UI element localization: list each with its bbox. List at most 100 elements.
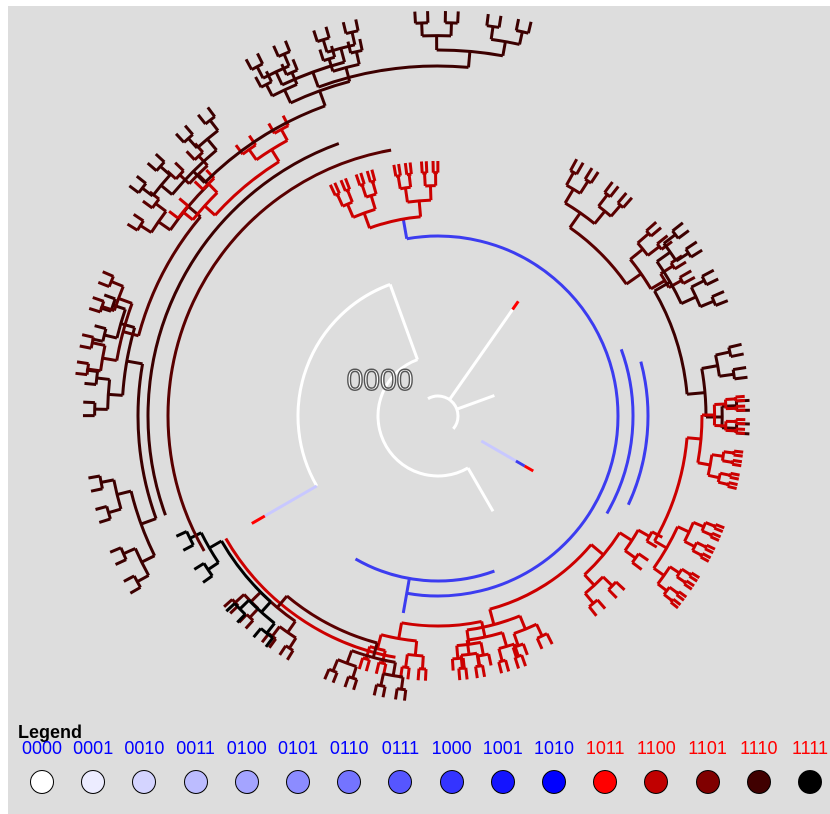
branch-arc-113 — [662, 242, 678, 262]
branch-arc-496 — [213, 160, 280, 217]
legend-label-0010: 0010 — [124, 738, 165, 758]
branch-radial-473 — [102, 270, 115, 278]
branch-arc-408 — [129, 490, 156, 557]
branch-arc-383 — [220, 540, 272, 603]
branch-radial-367 — [286, 649, 295, 661]
branch-arc-15 — [626, 361, 650, 506]
branch-radial-280 — [521, 643, 529, 656]
branch-radial-502 — [178, 197, 189, 207]
branch-radial-464 — [118, 297, 133, 305]
branch-radial-314 — [457, 668, 462, 681]
branch-radial-511 — [234, 144, 244, 156]
branch-radial-50 — [407, 174, 413, 188]
branch-radial-522 — [141, 186, 154, 198]
branch-arc-337 — [224, 537, 396, 659]
branch-radial-104 — [674, 260, 687, 271]
branch-radial-599 — [489, 26, 495, 40]
branch-radial-38 — [371, 181, 378, 195]
branch-radial-32 — [369, 195, 377, 210]
branch-radial-501 — [168, 210, 180, 220]
branch-radial-5 — [466, 467, 495, 513]
branch-radial-515 — [267, 122, 276, 135]
branch-arc-600 — [486, 24, 500, 29]
legend-label-0001: 0001 — [73, 738, 114, 758]
branch-radial-89 — [629, 247, 644, 261]
branch-arc-330 — [378, 660, 387, 666]
branch-radial-18 — [401, 578, 411, 614]
branch-radial-480 — [126, 222, 139, 232]
legend-swatch-1010 — [542, 770, 566, 794]
branch-radial-394 — [208, 539, 223, 550]
branch-radial-36 — [354, 173, 362, 186]
branch-radial-542 — [283, 89, 292, 104]
branch-arc-432 — [106, 379, 112, 410]
branch-radial-9 — [511, 300, 520, 311]
branch-radial-28 — [346, 189, 354, 203]
branch-arc-123 — [689, 286, 702, 308]
branch-radial-139 — [730, 352, 744, 359]
branch-radial-452 — [122, 330, 139, 338]
branch-radial-499 — [182, 210, 194, 221]
branch-radial-278 — [512, 633, 520, 647]
branch-radial-274 — [535, 623, 544, 637]
branch-radial-286 — [487, 653, 493, 666]
branch-radial-67 — [563, 188, 575, 204]
legend-label-0110: 0110 — [329, 738, 369, 758]
branch-arc-261 — [584, 575, 605, 595]
branch-arc-23 — [342, 200, 353, 208]
branch-radial-30 — [339, 179, 347, 192]
legend-swatch-0101 — [286, 770, 310, 794]
branch-radial-40 — [365, 170, 372, 183]
branch-radial-428 — [88, 474, 101, 480]
branch-radial-466 — [101, 305, 115, 313]
branch-radial-134 — [701, 364, 718, 370]
branch-radial-409 — [141, 554, 156, 564]
branch-radial-107 — [679, 269, 692, 279]
tree-branches — [75, 11, 750, 701]
branch-radial-236 — [683, 582, 693, 591]
branch-radial-482 — [154, 202, 167, 213]
branch-radial-388 — [264, 636, 274, 648]
legend-label-1010: 1010 — [533, 738, 575, 758]
branch-radial-246 — [669, 601, 679, 610]
branch-radial-258 — [637, 552, 650, 562]
branch-radial-214 — [709, 535, 720, 542]
branch-radial-536 — [208, 119, 220, 132]
branch-radial-336 — [357, 657, 365, 670]
branch-radial-197 — [717, 480, 729, 486]
branch-arc-483 — [151, 198, 161, 209]
branch-radial-82 — [609, 185, 620, 198]
branch-arc-541 — [289, 80, 351, 105]
branch-arc-39 — [370, 179, 376, 184]
branch-radial-403 — [175, 530, 188, 538]
branch-radial-392 — [236, 613, 247, 624]
branch-radial-443 — [103, 333, 118, 340]
branch-arc-141 — [731, 369, 736, 380]
branch-arc-19 — [369, 215, 421, 230]
branch-radial-211 — [701, 529, 712, 537]
branch-arc-358 — [328, 667, 338, 674]
branch-radial-377 — [244, 619, 255, 630]
branch-radial-131 — [715, 299, 729, 307]
branch-radial-53 — [408, 162, 413, 175]
branch-radial-384 — [260, 600, 272, 614]
branch-arc-21 — [352, 207, 376, 219]
branch-arc-338 — [285, 594, 378, 645]
branch-radial-419 — [116, 489, 132, 496]
legend-swatch-0111 — [388, 770, 413, 794]
branch-arc-604 — [515, 29, 529, 35]
branch-radial-186 — [733, 453, 743, 458]
branch-radial-462 — [79, 344, 92, 350]
legend-label-1100: 1100 — [637, 738, 676, 758]
branch-radial-573 — [272, 45, 280, 58]
branch-radial-99 — [650, 279, 666, 291]
legend-swatch-0011 — [183, 770, 208, 794]
branch-radial-108 — [682, 275, 696, 285]
branch-radial-304 — [497, 661, 504, 674]
branch-radial-254 — [651, 530, 664, 539]
branch-radial-223 — [701, 552, 712, 560]
legend-label-1000: 1000 — [431, 738, 472, 758]
branch-radial-85 — [616, 192, 628, 204]
branch-radial-524 — [128, 184, 140, 194]
branch-radial-181 — [711, 453, 724, 458]
